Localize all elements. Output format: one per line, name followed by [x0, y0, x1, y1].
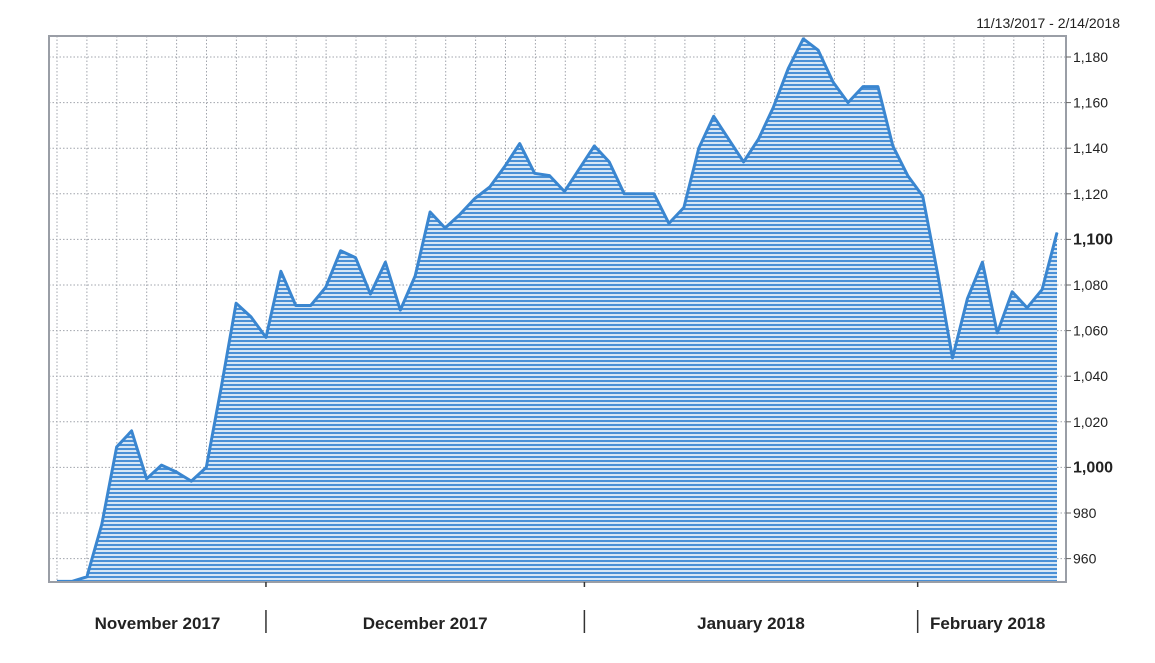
data-point	[384, 261, 386, 263]
data-point	[250, 316, 252, 318]
data-point	[86, 576, 88, 578]
data-point	[608, 161, 610, 163]
data-point	[459, 213, 461, 215]
data-point	[593, 145, 595, 147]
area-series	[56, 37, 1059, 583]
data-point	[399, 309, 401, 311]
data-point	[175, 471, 177, 473]
data-point	[653, 193, 655, 195]
data-point	[877, 86, 879, 88]
data-point	[280, 270, 282, 272]
y-tick-label: 1,000	[1073, 459, 1113, 476]
data-point	[996, 332, 998, 334]
data-point	[668, 222, 670, 224]
data-point	[1011, 291, 1013, 293]
data-point	[429, 211, 431, 213]
data-point	[862, 86, 864, 88]
data-point	[369, 293, 371, 295]
plot-frame	[48, 35, 1067, 583]
data-point	[638, 193, 640, 195]
data-point	[310, 305, 312, 307]
data-point	[757, 138, 759, 140]
data-point	[325, 286, 327, 288]
data-point	[220, 387, 222, 389]
series-line	[57, 37, 1059, 583]
x-axis: November 2017 December 2017 January 2018 Fe…	[95, 582, 1045, 633]
data-point	[802, 38, 804, 40]
data-point	[116, 446, 118, 448]
data-point	[847, 102, 849, 104]
data-point	[101, 523, 103, 525]
data-point	[922, 195, 924, 197]
y-axis: 960 980 1,000 1,020 1,040 1,060 1,080 1,100 1,12…	[1066, 49, 1113, 567]
y-tick-label: 1,120	[1073, 186, 1108, 202]
data-point	[892, 145, 894, 147]
data-point	[355, 257, 357, 259]
data-point	[160, 464, 162, 466]
data-point	[623, 193, 625, 195]
data-point	[981, 261, 983, 263]
y-tick-label: 1,060	[1073, 323, 1108, 339]
month-label: February 2018	[930, 614, 1045, 633]
month-label: December 2017	[363, 614, 488, 633]
data-point	[146, 478, 148, 480]
data-point	[832, 81, 834, 83]
data-point	[534, 172, 536, 174]
data-point	[489, 186, 491, 188]
data-point	[295, 305, 297, 307]
data-point	[474, 197, 476, 199]
y-tick-label: 980	[1073, 505, 1097, 521]
data-point	[504, 165, 506, 167]
y-tick-label: 1,180	[1073, 49, 1108, 65]
data-point	[817, 49, 819, 51]
data-point	[772, 106, 774, 108]
data-point	[265, 336, 267, 338]
data-point	[205, 466, 207, 468]
data-point	[444, 227, 446, 229]
y-tick-label: 1,100	[1073, 231, 1113, 248]
data-point	[519, 143, 521, 145]
month-label: January 2018	[697, 614, 805, 633]
data-point	[907, 175, 909, 177]
data-point	[698, 147, 700, 149]
data-point	[190, 480, 192, 482]
data-point	[966, 298, 968, 300]
data-point	[235, 302, 237, 304]
data-point	[1056, 232, 1058, 234]
data-point	[952, 357, 954, 359]
data-point	[131, 430, 133, 432]
data-point	[683, 206, 685, 208]
data-point	[713, 115, 715, 117]
data-point	[414, 275, 416, 277]
y-tick-label: 1,160	[1073, 95, 1108, 111]
y-tick-label: 1,140	[1073, 140, 1108, 156]
area-fill	[57, 38, 1057, 583]
date-range-label: 11/13/2017 - 2/14/2018	[976, 15, 1120, 31]
data-point	[787, 67, 789, 69]
data-point	[578, 168, 580, 170]
y-tick-label: 960	[1073, 551, 1097, 567]
data-point	[1041, 289, 1043, 291]
y-tick-label: 1,020	[1073, 414, 1108, 430]
month-label: November 2017	[95, 614, 221, 633]
data-point	[1026, 307, 1028, 309]
data-point	[728, 138, 730, 140]
data-point	[743, 161, 745, 163]
data-point	[563, 191, 565, 193]
data-point	[937, 273, 939, 275]
data-point	[340, 250, 342, 252]
data-point	[549, 175, 551, 177]
y-tick-label: 1,080	[1073, 277, 1108, 293]
y-tick-label: 1,040	[1073, 368, 1108, 384]
